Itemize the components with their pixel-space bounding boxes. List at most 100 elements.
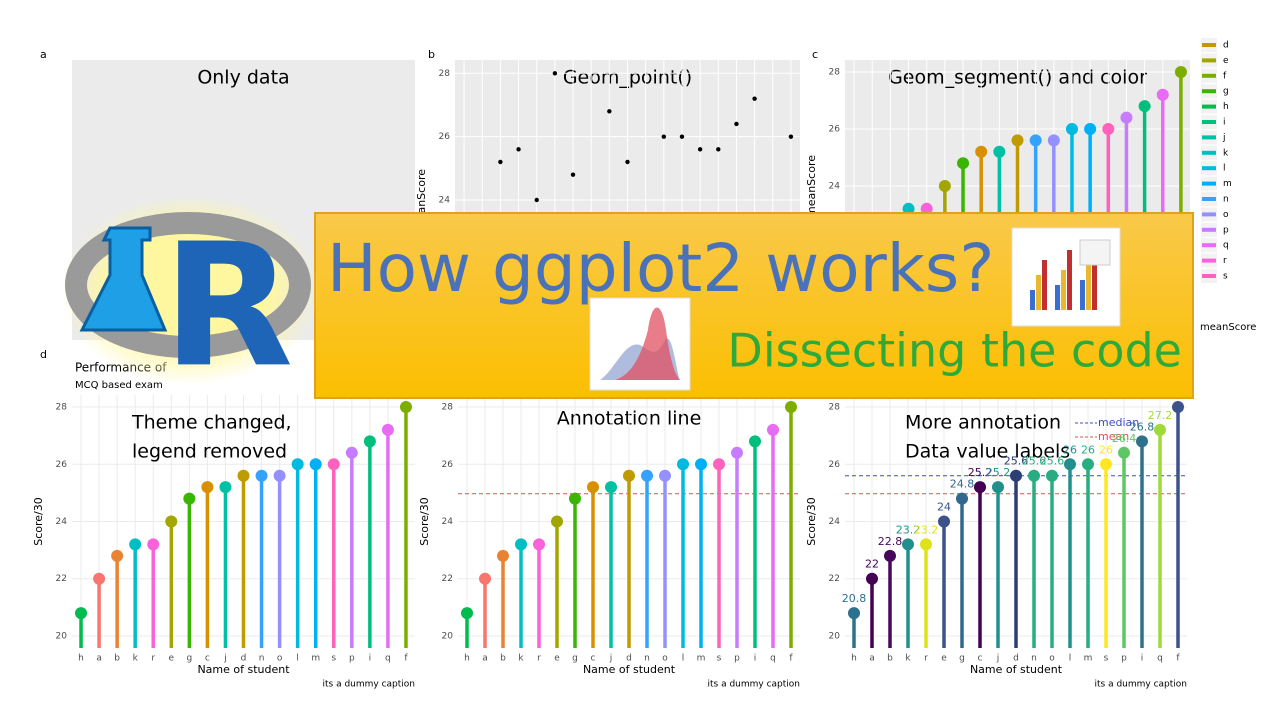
banner-subtitle: Dissecting the code xyxy=(727,324,1182,378)
x-tick-label: h xyxy=(464,654,470,664)
thumb-bar xyxy=(1086,262,1091,310)
x-tick-label: i xyxy=(1141,654,1144,664)
lollipop-head xyxy=(219,481,232,494)
x-axis-label: Name of student xyxy=(197,663,290,676)
x-tick-label: g xyxy=(959,654,965,664)
lollipop-head xyxy=(533,538,545,551)
x-tick-label: s xyxy=(1104,654,1109,664)
x-axis-label: Name of student xyxy=(970,663,1063,676)
y-tick-label: 24 xyxy=(439,196,451,206)
x-tick-label: l xyxy=(1069,654,1072,664)
x-tick-label: b xyxy=(500,654,506,664)
point xyxy=(716,147,721,152)
point xyxy=(607,109,612,114)
lollipop-head xyxy=(1154,423,1166,436)
data-label: 26 xyxy=(1063,443,1077,456)
legend-label: r xyxy=(1223,256,1227,266)
banner-title: How ggplot2 works? xyxy=(327,230,994,307)
x-tick-label: c xyxy=(591,654,596,664)
lollipop-head xyxy=(884,549,896,562)
lollipop-head xyxy=(731,446,743,459)
lollipop-head xyxy=(515,538,527,551)
logo-ring xyxy=(65,212,311,358)
lollipop-head xyxy=(479,572,491,585)
thumb-bar xyxy=(1080,280,1085,310)
lollipop-head xyxy=(1065,122,1078,135)
y-tick-label: 26 xyxy=(829,124,841,134)
lollipop-head xyxy=(1156,88,1169,101)
x-tick-label: m xyxy=(1084,654,1093,664)
data-label: 26 xyxy=(1099,443,1113,456)
lollipop-head xyxy=(605,481,617,494)
lollipop-head xyxy=(920,538,932,551)
lollipop-head xyxy=(1047,134,1060,147)
annotation: Theme changed, xyxy=(131,412,292,434)
caption: its a dummy caption xyxy=(322,680,415,690)
lollipop-head xyxy=(93,572,106,585)
thumb-bar xyxy=(1036,275,1041,310)
x-tick-label: d xyxy=(626,654,632,664)
data-label: 26.8 xyxy=(1130,420,1155,433)
lollipop-head xyxy=(363,435,376,448)
point xyxy=(498,159,503,165)
legend-title: meanScore xyxy=(1200,322,1256,333)
point xyxy=(734,121,739,127)
point xyxy=(625,159,630,165)
legend-label: p xyxy=(1223,225,1229,235)
x-tick-label: k xyxy=(133,654,139,664)
x-tick-label: l xyxy=(296,654,299,664)
y-axis-label: Score/30 xyxy=(32,497,45,546)
overlay: How ggplot2 works? Dissecting the code R xyxy=(60,195,1194,405)
lollipop-head xyxy=(1064,458,1076,471)
lollipop-head xyxy=(957,157,970,170)
thumb-bar xyxy=(1030,290,1035,310)
lollipop-head xyxy=(1172,401,1184,414)
legend-label: m xyxy=(1223,179,1232,189)
lollipop-head xyxy=(992,481,1004,494)
thumb-bar xyxy=(1067,250,1072,310)
lollipop-head xyxy=(641,469,653,482)
x-tick-label: o xyxy=(277,654,283,664)
x-tick-label: f xyxy=(1176,654,1180,664)
y-tick-label: 26 xyxy=(56,460,68,470)
x-tick-label: r xyxy=(151,654,155,664)
lollipop-head xyxy=(291,458,304,471)
lollipop-head xyxy=(309,458,322,471)
legend-label: j xyxy=(1222,133,1226,143)
x-tick-label: h xyxy=(78,654,84,664)
x-tick-label: n xyxy=(259,654,265,664)
data-label: 22.8 xyxy=(878,535,903,548)
x-tick-label: a xyxy=(869,654,875,664)
caption: its a dummy caption xyxy=(707,680,800,690)
x-tick-label: a xyxy=(96,654,102,664)
legend-label: s xyxy=(1223,272,1228,282)
lollipop-head xyxy=(129,538,142,551)
annotation: Data value labels xyxy=(905,441,1070,463)
panel-tag: a xyxy=(40,48,47,61)
x-tick-label: h xyxy=(851,654,857,664)
lollipop-head xyxy=(1082,458,1094,471)
thumb-area xyxy=(615,307,680,380)
lollipop-head xyxy=(1138,100,1151,113)
y-tick-label: 20 xyxy=(56,631,68,641)
thumb-legend xyxy=(1079,239,1111,266)
data-label: 25.6 xyxy=(1022,455,1047,468)
y-axis-label: meanScore xyxy=(805,155,818,217)
lollipop-head xyxy=(1028,469,1040,482)
y-tick-label: 28 xyxy=(829,67,841,77)
data-label: 27.2 xyxy=(1148,409,1173,422)
x-tick-label: c xyxy=(205,654,210,664)
x-tick-label: g xyxy=(186,654,192,664)
lollipop-head xyxy=(183,492,196,505)
point xyxy=(570,172,576,177)
x-tick-label: n xyxy=(1031,654,1037,664)
x-tick-label: k xyxy=(518,654,524,664)
panel-tag: c xyxy=(812,48,818,61)
panel-tag: b xyxy=(428,48,435,61)
x-tick-label: j xyxy=(223,654,227,664)
lollipop-head xyxy=(1100,458,1112,471)
thumb-bar xyxy=(1055,285,1060,310)
annotation: More annotation xyxy=(905,412,1061,434)
legend-label: d xyxy=(1223,41,1229,51)
